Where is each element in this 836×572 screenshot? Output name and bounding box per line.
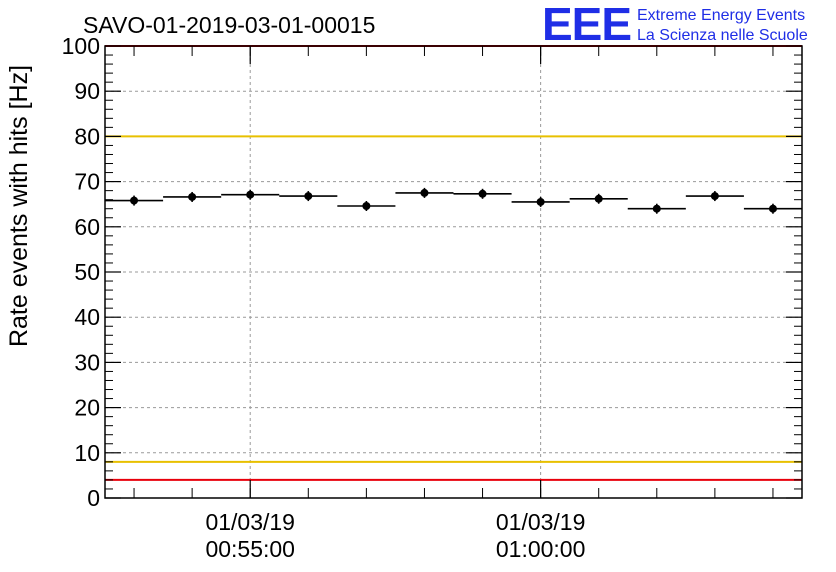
y-tick-labels: 0 10 20 30 40 50 60 70 80 90 100 (62, 33, 100, 511)
data-marker (594, 194, 603, 203)
x-tick-label-time: 01:00:00 (496, 536, 586, 562)
y-tick-label: 40 (74, 304, 100, 330)
data-point (337, 201, 396, 212)
plot-frame (104, 45, 803, 499)
chart-title: SAVO-01-2019-03-01-00015 (83, 12, 375, 38)
x-tick-label-date: 01/03/19 (496, 509, 586, 535)
y-tick-label: 20 (74, 395, 100, 421)
data-marker (246, 190, 255, 199)
data-point (395, 187, 454, 198)
data-marker (188, 192, 197, 201)
y-tick-label: 0 (87, 485, 100, 511)
y-tick-label: 60 (74, 214, 100, 240)
data-point (279, 191, 338, 202)
data-point (453, 188, 512, 199)
data-points (105, 187, 802, 214)
eee-logo: EEE Extreme Energy Events La Scienza nel… (542, 0, 808, 50)
data-point (163, 191, 222, 202)
data-marker (652, 204, 661, 213)
data-marker (130, 196, 139, 205)
logo-mark: EEE (542, 0, 631, 50)
data-marker (478, 189, 487, 198)
x-tick-label-time: 00:55:00 (205, 536, 295, 562)
data-marker (768, 204, 777, 213)
data-point (511, 196, 570, 207)
x-tick-label-date: 01/03/19 (205, 509, 295, 535)
data-marker (710, 192, 719, 201)
y-tick-label: 90 (74, 78, 100, 104)
data-marker (362, 202, 371, 211)
y-tick-label: 10 (74, 440, 100, 466)
data-point (569, 193, 628, 204)
y-tick-label: 30 (74, 349, 100, 375)
y-tick-label: 80 (74, 123, 100, 149)
y-tick-label: 50 (74, 259, 100, 285)
y-tick-label: 100 (62, 33, 100, 59)
y-axis-label: Rate events with hits [Hz] (5, 65, 33, 347)
data-point (743, 203, 802, 214)
y-tick-label: 70 (74, 169, 100, 195)
data-marker (536, 197, 545, 206)
logo-line-1: Extreme Energy Events (637, 7, 805, 24)
data-point (685, 191, 744, 202)
data-point (105, 195, 164, 206)
data-point (221, 189, 280, 200)
data-marker (304, 192, 313, 201)
reference-lines (105, 45, 802, 481)
logo-line-2: La Scienza nelle Scuole (637, 27, 808, 44)
data-point (627, 203, 686, 214)
data-marker (420, 188, 429, 197)
grid (105, 46, 802, 498)
